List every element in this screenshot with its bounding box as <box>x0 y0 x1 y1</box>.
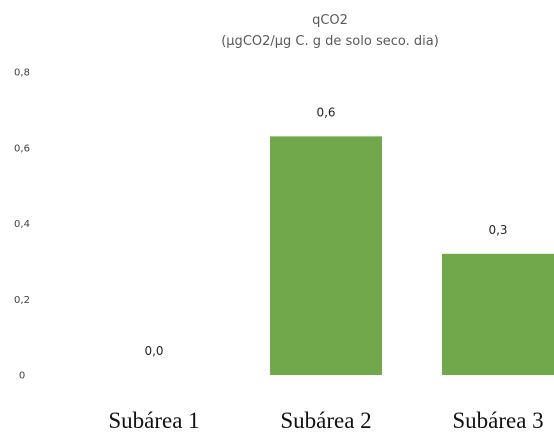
bar <box>442 253 554 375</box>
data-label: 0,6 <box>316 105 335 119</box>
y-axis-ticks: 0 0,2 0,4 0,6 0,8 <box>14 68 30 382</box>
x-tick-label: Subárea 3 <box>452 408 543 433</box>
x-axis-ticks: Subárea 1 Subárea 2 Subárea 3 <box>108 408 543 433</box>
y-tick-label: 0,8 <box>14 68 30 79</box>
x-tick-label: Subárea 2 <box>280 408 371 433</box>
data-label: 0,0 <box>144 344 163 358</box>
chart-title: qCO2 <box>312 13 348 28</box>
data-label: 0,3 <box>488 223 507 237</box>
data-labels: 0,0 0,6 0,3 <box>144 105 507 358</box>
y-tick-label: 0,2 <box>14 295 30 306</box>
y-tick-label: 0 <box>19 371 25 382</box>
bar <box>270 136 382 375</box>
y-tick-label: 0,6 <box>14 143 30 154</box>
y-tick-label: 0,4 <box>14 219 30 230</box>
bars <box>270 136 554 375</box>
chart-subtitle: (µgCO2/µg C. g de solo seco. dia) <box>221 34 439 49</box>
x-tick-label: Subárea 1 <box>108 408 199 433</box>
